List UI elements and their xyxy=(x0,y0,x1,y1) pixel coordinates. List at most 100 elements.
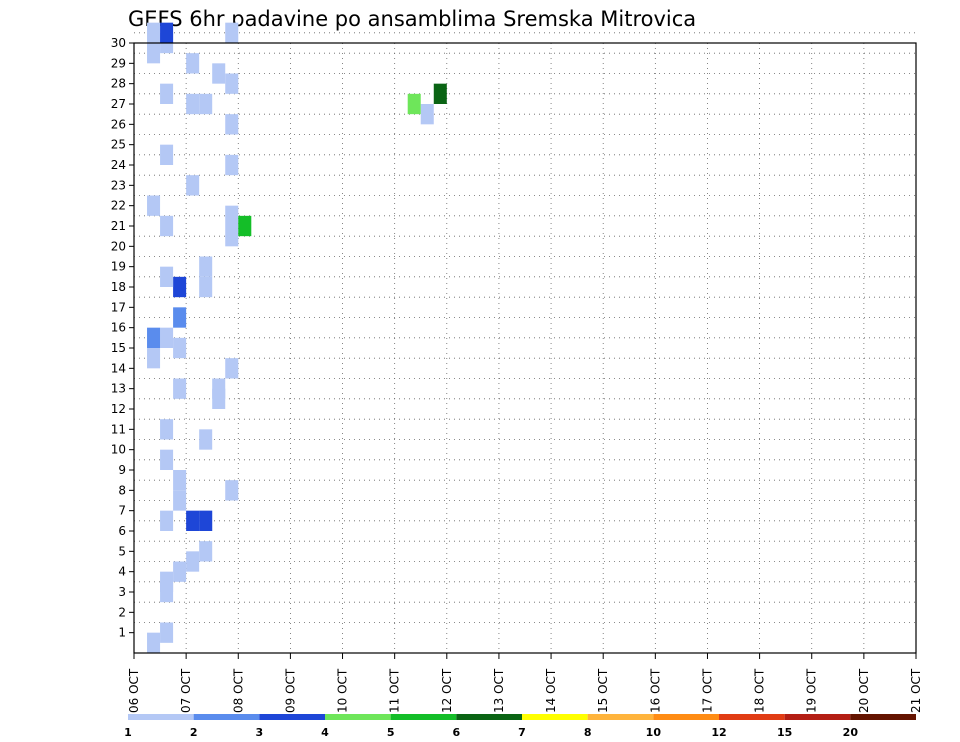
heatmap-cell xyxy=(173,470,187,491)
heatmap-cell xyxy=(160,449,174,470)
y-tick-label: 7 xyxy=(118,504,126,518)
heatmap-cell xyxy=(199,429,213,450)
y-axis-ticks: 1234567891011121314151617181920212223242… xyxy=(111,36,134,640)
heatmap-cell xyxy=(173,307,187,328)
heatmap-cell xyxy=(160,571,174,592)
colorbar-swatch xyxy=(128,714,194,720)
heatmap-cell xyxy=(173,378,187,399)
heatmap-cell xyxy=(160,144,174,165)
x-tick-label: 12 OCT xyxy=(440,668,454,713)
heatmap-cell xyxy=(420,104,434,125)
x-tick-label: 14 OCT xyxy=(544,668,558,713)
heatmap-cell xyxy=(225,205,239,226)
y-tick-label: 21 xyxy=(111,219,126,233)
heatmap-cell xyxy=(160,22,174,43)
heatmap-cell xyxy=(186,93,200,115)
y-tick-label: 19 xyxy=(111,260,126,274)
y-tick-label: 29 xyxy=(111,56,126,70)
heatmap-cell xyxy=(186,53,200,74)
heatmap-cell xyxy=(173,337,187,359)
heatmap-cell xyxy=(173,561,187,582)
colorbar-swatch xyxy=(390,714,457,720)
colorbar-label: 3 xyxy=(256,726,264,739)
y-tick-label: 27 xyxy=(111,97,126,111)
colorbar-label: 10 xyxy=(646,726,662,739)
y-tick-label: 12 xyxy=(111,402,126,416)
heatmap-cell xyxy=(147,632,161,653)
heatmap-cell xyxy=(225,22,239,43)
colorbar-label: 4 xyxy=(321,726,329,739)
colorbar-swatch xyxy=(193,714,260,720)
x-tick-label: 07 OCT xyxy=(179,668,193,713)
y-tick-label: 1 xyxy=(118,626,126,640)
colorbar-swatch xyxy=(522,714,588,720)
x-tick-label: 17 OCT xyxy=(700,668,714,713)
y-tick-label: 14 xyxy=(111,361,126,375)
heatmap-cell xyxy=(160,83,174,104)
x-tick-label: 19 OCT xyxy=(805,668,819,713)
heatmap-cell xyxy=(147,22,161,43)
heatmap-cell xyxy=(160,510,174,531)
heatmap-cell xyxy=(186,175,200,196)
y-tick-label: 28 xyxy=(111,77,126,91)
colorbar-swatch xyxy=(850,714,916,720)
y-tick-label: 15 xyxy=(111,341,126,355)
x-tick-label: 15 OCT xyxy=(596,668,610,713)
x-axis-ticks: 06 OCT 07 OCT 08 OCT 09 OCT 10 OCT 11 OCT 12 O… xyxy=(127,653,923,713)
heatmap-cell xyxy=(225,73,239,94)
grid-lines xyxy=(134,32,916,653)
x-tick-label: 11 OCT xyxy=(388,668,402,713)
colorbar-label: 7 xyxy=(518,726,526,739)
y-tick-label: 22 xyxy=(111,199,126,213)
colorbar: 1 2 3 4 5 6 7 8 10 12 15 20 xyxy=(124,714,916,739)
heatmap-cell xyxy=(199,510,213,531)
y-tick-label: 23 xyxy=(111,178,126,192)
colorbar-swatch xyxy=(259,714,325,720)
colorbar-label: 2 xyxy=(190,726,198,739)
heatmap-cell xyxy=(160,622,174,643)
heatmap-cell xyxy=(160,327,174,348)
y-tick-label: 5 xyxy=(118,544,126,558)
x-tick-label: 16 OCT xyxy=(648,668,662,713)
heatmap-cell xyxy=(199,256,213,277)
y-tick-label: 17 xyxy=(111,300,126,314)
y-tick-label: 2 xyxy=(118,605,126,619)
y-tick-label: 13 xyxy=(111,382,126,396)
heatmap-cell xyxy=(160,266,174,287)
colorbar-swatch xyxy=(456,714,522,720)
heatmap-cell xyxy=(212,63,226,84)
x-tick-label: 21 OCT xyxy=(909,668,923,713)
y-tick-label: 11 xyxy=(111,422,126,436)
x-tick-label: 09 OCT xyxy=(283,668,297,713)
colorbar-swatch xyxy=(653,714,719,720)
heatmap-cells xyxy=(147,22,447,653)
x-tick-label: 08 OCT xyxy=(231,668,245,713)
x-tick-label: 13 OCT xyxy=(492,668,506,713)
colorbar-label: 6 xyxy=(453,726,461,739)
heatmap-cell xyxy=(147,195,161,216)
colorbar-swatch xyxy=(587,714,654,720)
heatmap-cell xyxy=(212,378,226,399)
colorbar-label: 12 xyxy=(711,726,726,739)
heatmap-cell xyxy=(199,541,213,562)
y-tick-label: 26 xyxy=(111,117,126,131)
y-tick-label: 3 xyxy=(118,585,126,599)
heatmap-cell xyxy=(186,551,200,572)
y-tick-label: 16 xyxy=(111,321,126,335)
colorbar-label: 15 xyxy=(777,726,792,739)
heatmap-cell xyxy=(225,154,239,176)
x-tick-label: 06 OCT xyxy=(127,668,141,713)
heatmap-cell xyxy=(173,490,187,511)
heatmap-cell xyxy=(147,348,161,369)
colorbar-label: 20 xyxy=(843,726,859,739)
x-tick-label: 10 OCT xyxy=(336,668,350,713)
heatmap-cell xyxy=(238,215,252,237)
colorbar-swatch xyxy=(719,714,785,720)
heatmap-cell xyxy=(407,93,421,115)
x-tick-label: 18 OCT xyxy=(753,668,767,713)
y-tick-label: 6 xyxy=(118,524,126,538)
chart-title: GEFS 6hr padavine po ansamblima Sremska … xyxy=(128,7,696,31)
heatmap-cell xyxy=(173,276,187,298)
heatmap-cell xyxy=(199,93,213,115)
